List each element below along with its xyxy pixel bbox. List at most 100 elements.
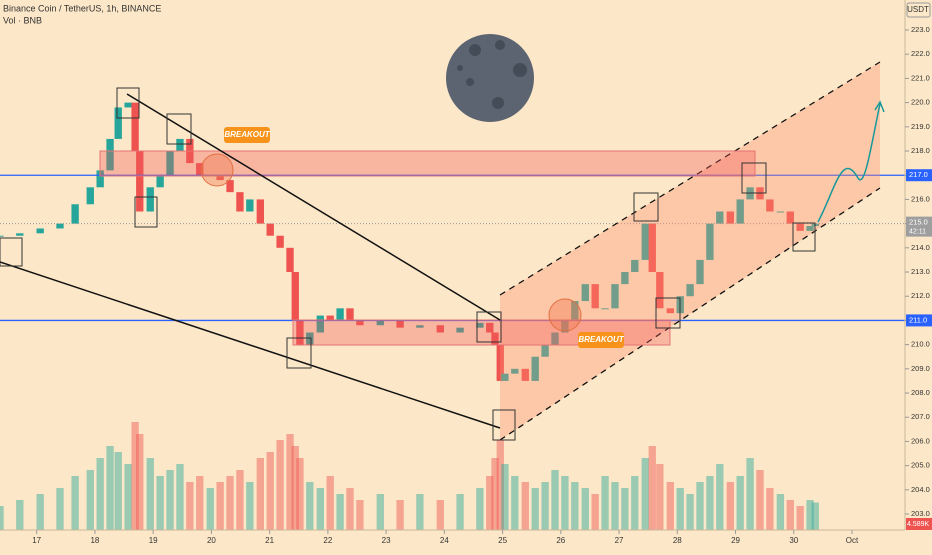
candle xyxy=(71,204,79,224)
candle xyxy=(106,138,114,171)
candle xyxy=(416,325,424,328)
candle xyxy=(581,284,589,302)
candle xyxy=(396,320,404,328)
level-label: 211.0 xyxy=(909,315,927,324)
candle xyxy=(306,332,314,345)
y-tick-label: 206.0 xyxy=(911,436,930,445)
drawings: BREAKOUT BREAKOUT xyxy=(0,34,885,441)
candle xyxy=(511,368,519,374)
volume-bar xyxy=(746,458,754,530)
y-tick-label: 204.0 xyxy=(911,485,930,494)
volume-bar xyxy=(766,488,774,530)
volume-bar xyxy=(86,470,94,530)
candle xyxy=(706,223,714,260)
price-axis xyxy=(905,0,932,550)
volume-bar xyxy=(106,446,114,530)
volume-bar xyxy=(476,488,484,530)
volume-bar xyxy=(36,494,44,530)
candle xyxy=(736,199,744,224)
candle xyxy=(156,175,164,188)
candle xyxy=(716,211,724,224)
x-tick-label: 21 xyxy=(265,536,274,545)
y-tick-label: 219.0 xyxy=(911,122,930,131)
volume-bar xyxy=(491,458,499,530)
volume-bar xyxy=(226,476,234,530)
candle xyxy=(561,320,569,333)
y-tick-label: 209.0 xyxy=(911,364,930,373)
candle xyxy=(571,301,579,321)
candle xyxy=(236,192,244,212)
projection-arrow xyxy=(817,103,881,223)
volume-bar xyxy=(176,464,184,530)
y-tick-label: 213.0 xyxy=(911,267,930,276)
volume-bar xyxy=(256,458,264,530)
x-tick-label: 17 xyxy=(32,536,41,545)
candle xyxy=(96,170,104,188)
volume-bar xyxy=(611,482,619,530)
y-tick-label: 223.0 xyxy=(911,25,930,34)
breakout-circle xyxy=(548,298,582,332)
volume-bar xyxy=(124,464,132,530)
y-tick-label: 203.0 xyxy=(911,509,930,518)
candle xyxy=(336,308,344,321)
channel-top xyxy=(499,61,881,296)
candle xyxy=(648,223,656,273)
volume-bar xyxy=(146,458,154,530)
volume-bar xyxy=(796,506,804,530)
candle xyxy=(166,151,174,176)
candle xyxy=(656,272,664,309)
candle xyxy=(631,259,639,273)
currency: USDT xyxy=(907,5,929,14)
volume-bar xyxy=(0,506,4,530)
volume-bar xyxy=(286,434,294,530)
volume-bar xyxy=(521,482,529,530)
candle xyxy=(291,272,299,321)
candle xyxy=(316,315,324,333)
volume-bar xyxy=(166,470,174,530)
level-label-box xyxy=(906,314,932,327)
candle xyxy=(786,211,794,224)
y-tick-label: 207.0 xyxy=(911,412,930,421)
volume-bar xyxy=(571,482,579,530)
candle xyxy=(286,247,294,273)
candle xyxy=(531,356,539,381)
volume-bar xyxy=(621,488,629,530)
y-tick-label: 222.0 xyxy=(911,49,930,58)
annotation-box xyxy=(578,332,624,348)
chart-title: Binance Coin / TetherUS, 1h, BINANCE xyxy=(3,3,161,13)
channel-bottom xyxy=(499,187,881,441)
candle xyxy=(796,223,804,231)
y-tick-label: 216.0 xyxy=(911,194,930,203)
volume-bar xyxy=(16,500,24,530)
annotation: BREAKOUT xyxy=(578,335,624,344)
candle xyxy=(476,322,484,328)
currency-box xyxy=(906,2,931,18)
volume-bar xyxy=(736,476,744,530)
volume-bar xyxy=(206,488,214,530)
y-tick-label: 212.0 xyxy=(911,291,930,300)
candle xyxy=(276,235,284,248)
x-tick-label: 29 xyxy=(731,536,740,545)
volume-bar xyxy=(296,458,304,530)
candle xyxy=(766,199,774,212)
volume-bar xyxy=(186,482,194,530)
volume-bar xyxy=(676,488,684,530)
candle xyxy=(36,228,44,234)
volume-bar xyxy=(648,446,656,530)
x-tick-label: 18 xyxy=(90,536,99,545)
x-tick-label: 25 xyxy=(498,536,507,545)
candle xyxy=(686,284,694,297)
y-tick-label: 210.0 xyxy=(911,340,930,349)
candle xyxy=(256,199,264,224)
volume-bar xyxy=(786,500,794,530)
volume-bar xyxy=(486,476,494,530)
candle xyxy=(226,180,234,193)
volume-bar xyxy=(706,476,714,530)
candle xyxy=(86,187,94,205)
y-tick-label: 218.0 xyxy=(911,146,930,155)
volume-bar xyxy=(716,464,724,530)
x-tick-label: 27 xyxy=(615,536,624,545)
volume-bar xyxy=(346,488,354,530)
highlight-boxes xyxy=(0,87,816,441)
volume-label: 4.589K xyxy=(907,521,930,528)
